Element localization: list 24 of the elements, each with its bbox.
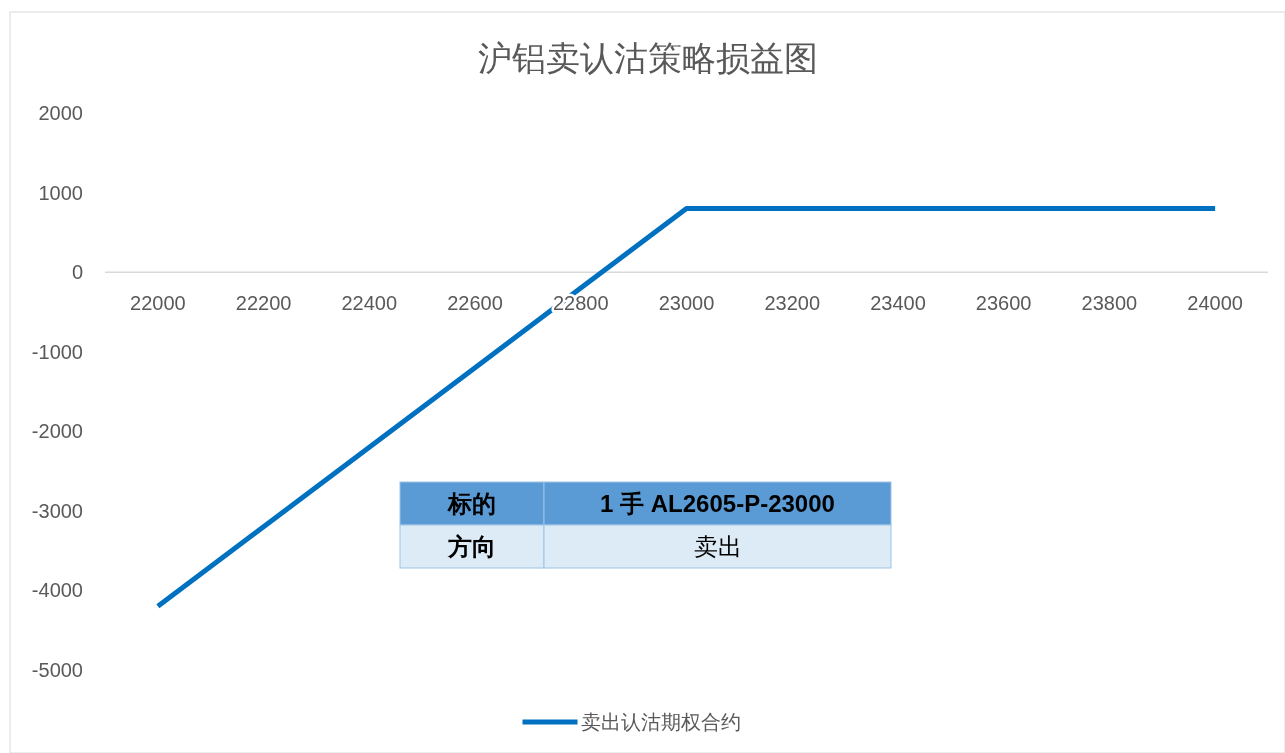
x-tick-label: 22000 xyxy=(130,292,186,315)
legend-label: 卖出认沽期权合约 xyxy=(580,711,741,733)
annotation: 1 手 AL2605-P-23000 xyxy=(600,489,835,517)
annotation: 标的 xyxy=(447,489,496,517)
y-tick-label: 2000 xyxy=(38,102,83,124)
x-tick-label: 22400 xyxy=(341,292,398,315)
x-tick-label: 23600 xyxy=(975,292,1032,315)
annotation: 方向 xyxy=(447,532,496,560)
y-tick-label: 1000 xyxy=(38,181,83,204)
y-tick-label: -4000 xyxy=(31,579,83,602)
y-tick-label: -1000 xyxy=(31,340,83,363)
x-tick-label: 22600 xyxy=(447,292,503,315)
y-tick-label: -2000 xyxy=(31,420,83,443)
y-tick-label: 0 xyxy=(71,261,83,284)
y-tick-label: -5000 xyxy=(31,659,83,681)
x-tick-label: 23400 xyxy=(870,292,926,315)
y-tick-label: -3000 xyxy=(31,499,83,522)
x-tick-label: 22200 xyxy=(235,292,292,315)
annotation: 卖出 xyxy=(693,532,742,560)
chart-title: 沪铝卖认沽策略损益图 xyxy=(477,39,818,77)
x-tick-label: 23800 xyxy=(1081,292,1138,315)
x-tick-label: 23000 xyxy=(658,292,715,315)
x-tick-label: 23200 xyxy=(764,292,821,315)
x-tick-label: 24000 xyxy=(1187,292,1243,315)
